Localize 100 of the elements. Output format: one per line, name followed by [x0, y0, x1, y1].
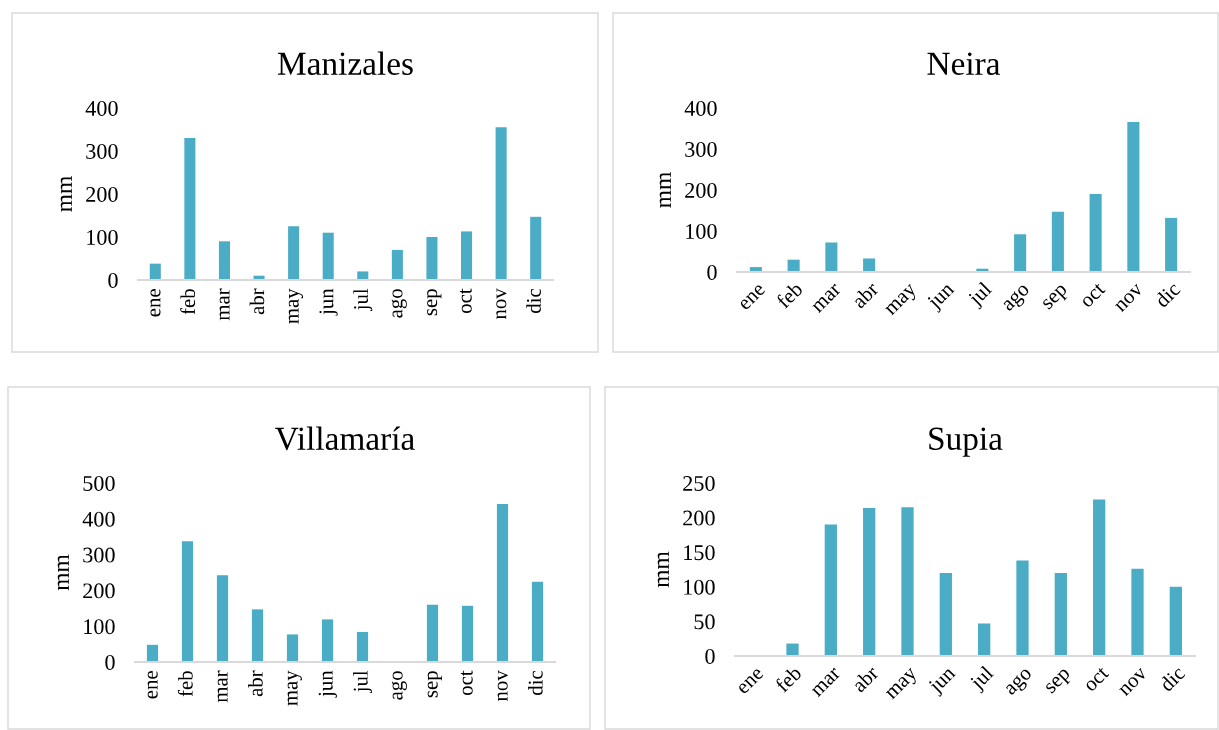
bar: [1165, 217, 1178, 272]
bar: [216, 575, 229, 662]
x-tick-label: jul: [353, 288, 373, 311]
y-axis-title: mm: [657, 551, 669, 588]
bar: [1089, 194, 1102, 272]
x-tick-label: sep: [427, 289, 442, 316]
x-tick-label: sep: [1045, 668, 1074, 697]
chart-title: Villamaría: [275, 426, 415, 451]
bar: [824, 524, 837, 656]
y-tick-label: 100: [84, 619, 115, 635]
y-tick-label: 0: [705, 648, 715, 664]
y-tick-label: 400: [85, 100, 118, 116]
bar: [391, 249, 403, 280]
x-tick-label: dic: [528, 670, 543, 696]
x-tick-label: dic: [526, 288, 541, 314]
y-tick-label: 200: [83, 583, 115, 599]
x-tick-label: feb: [180, 289, 196, 315]
x-tick-label: jul: [353, 670, 372, 693]
x-tick-label: ago: [391, 671, 407, 700]
x-tick-label: jun: [319, 288, 338, 316]
x-tick-label: may: [288, 288, 304, 324]
bar: [496, 504, 509, 662]
chart-title: Neira: [927, 52, 1001, 75]
x-tick-label: ene: [147, 671, 158, 699]
x-tick-label: ene: [739, 284, 766, 311]
bar: [1093, 499, 1106, 656]
x-tick-label: ene: [737, 668, 765, 695]
bar: [288, 226, 300, 280]
y-axis-title: mm: [57, 554, 69, 591]
y-tick-label: 100: [87, 229, 118, 245]
x-tick-label: ago: [1004, 667, 1036, 699]
x-tick-label: oct: [460, 670, 473, 695]
x-tick-label: jun: [925, 281, 958, 313]
y-tick-label: 0: [105, 654, 115, 670]
y-tick-label: 300: [685, 141, 717, 157]
bar: [939, 572, 952, 656]
y-tick-label: 400: [684, 100, 717, 116]
x-tick-label: nov: [1114, 283, 1144, 313]
x-tick-label: ago: [391, 289, 407, 318]
x-tick-label: jun: [318, 670, 337, 698]
x-tick-label: oct: [1080, 282, 1106, 309]
x-tick-label: jul: [968, 664, 998, 694]
bar: [1014, 234, 1027, 272]
y-tick-label: 250: [683, 475, 715, 491]
bar: [1016, 560, 1029, 656]
x-tick-label: ago: [1001, 283, 1033, 315]
bar: [825, 242, 838, 272]
x-tick-label: abr: [249, 288, 265, 315]
y-tick-label: 100: [684, 579, 715, 595]
bar: [184, 138, 196, 280]
y-tick-label: 50: [694, 614, 715, 630]
y-tick-label: 200: [86, 186, 118, 202]
bar: [1131, 568, 1144, 656]
bar: [495, 127, 507, 280]
chart-title: Manizales: [277, 51, 413, 75]
x-tick-label: nov: [496, 288, 507, 320]
y-tick-label: 200: [685, 182, 717, 198]
y-tick-label: 300: [86, 143, 118, 159]
bar: [461, 605, 474, 662]
x-tick-label: mar: [219, 288, 230, 321]
chart-title: Supia: [929, 427, 1003, 457]
x-tick-label: feb: [773, 664, 803, 694]
x-tick-label: sep: [1042, 284, 1071, 313]
bar: [901, 507, 914, 656]
x-tick-label: abr: [248, 670, 263, 697]
bar: [978, 623, 991, 656]
x-tick-label: nov: [497, 670, 508, 702]
x-tick-label: may: [287, 670, 302, 706]
bar: [1127, 121, 1140, 272]
bar: [530, 216, 542, 280]
x-tick-label: feb: [177, 671, 193, 697]
bar: [218, 241, 230, 280]
x-tick-label: dic: [1158, 664, 1186, 693]
x-tick-label: nov: [1119, 667, 1148, 697]
y-tick-label: 0: [707, 264, 717, 280]
x-tick-label: mar: [811, 667, 842, 698]
x-tick-label: ene: [150, 289, 161, 317]
bar: [1054, 572, 1067, 656]
bar: [426, 237, 438, 280]
x-tick-label: jun: [927, 665, 959, 697]
bar: [357, 271, 369, 280]
bar: [181, 541, 194, 662]
x-tick-label: abr: [850, 280, 880, 309]
x-tick-label: may: [885, 283, 921, 319]
x-tick-label: mar: [812, 283, 842, 314]
y-tick-label: 0: [108, 272, 118, 288]
bar: [1051, 211, 1064, 272]
bar: [146, 644, 159, 662]
bar: [356, 631, 369, 662]
y-tick-label: 150: [684, 545, 715, 561]
x-tick-label: oct: [1083, 666, 1110, 693]
bar: [149, 263, 161, 280]
y-tick-label: 300: [83, 547, 115, 563]
x-tick-label: sep: [427, 671, 442, 698]
bar: [322, 232, 334, 280]
bar: [863, 507, 876, 656]
y-tick-label: 500: [83, 475, 115, 491]
bar: [531, 581, 544, 662]
y-axis-title: mm: [60, 176, 72, 212]
x-tick-label: may: [885, 667, 921, 703]
